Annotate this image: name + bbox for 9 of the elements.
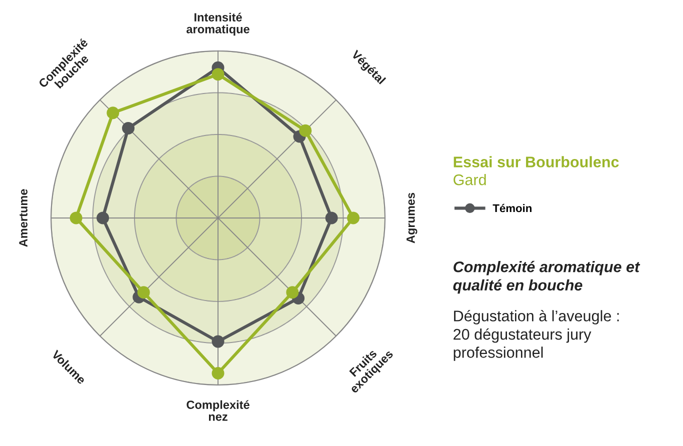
spoke-label: Agrumes [406, 192, 418, 244]
text: Dégustation à l’aveugle : 20 dégustateurs jury professionnel [454, 310, 619, 361]
text: Complexité aromatique et qualité en bouche [453, 260, 640, 294]
text: Gard [454, 174, 486, 186]
legend-label: Témoin [492, 204, 532, 212]
spoke-label: Amertume [19, 189, 28, 247]
text: Essai sur Bourboulenc [454, 156, 619, 168]
spoke-label: Complexité nez [186, 400, 250, 421]
spoke-label: Intensité aromatique [186, 12, 250, 36]
